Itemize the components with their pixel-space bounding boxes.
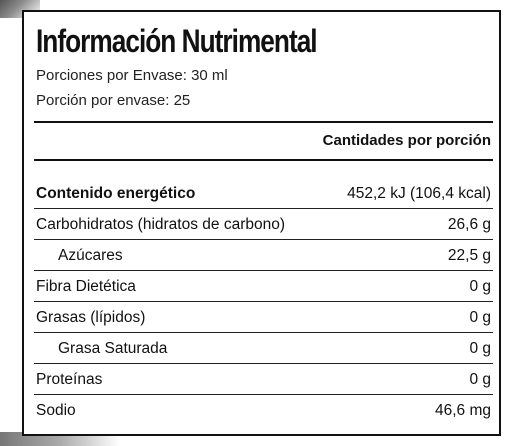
- nutrient-row-sugars: Azúcares 22,5 g: [34, 240, 493, 271]
- nutrient-name: Grasa Saturada: [58, 340, 168, 357]
- nutrient-value: 0 g: [469, 309, 491, 326]
- nutrient-value: 26,6 g: [447, 216, 491, 233]
- nutrient-value: 0 g: [469, 371, 491, 388]
- nutrient-value: 0 g: [469, 340, 491, 357]
- nutrient-name: Sodio: [36, 402, 76, 419]
- nutrient-table: Contenido energético 452,2 kJ (106,4 kca…: [34, 178, 493, 426]
- servings-per-container: Porciones por Envase: 30 ml: [36, 67, 228, 84]
- nutrient-name: Carbohidratos (hidratos de carbono): [36, 216, 285, 233]
- divider-thick-top: [34, 121, 493, 123]
- nutrition-title: Información Nutrimental: [36, 23, 318, 59]
- nutrient-name: Proteínas: [36, 371, 103, 388]
- nutrient-row-fats: Grasas (lípidos) 0 g: [34, 302, 493, 333]
- nutrient-row-energy: Contenido energético 452,2 kJ (106,4 kca…: [34, 178, 493, 209]
- divider-thick-header: [34, 159, 493, 161]
- amounts-per-serving-header: Cantidades por porción: [322, 132, 491, 149]
- nutrient-value: 22,5 g: [447, 247, 491, 264]
- nutrient-row-carbohydrates: Carbohidratos (hidratos de carbono) 26,6…: [34, 209, 493, 240]
- nutrient-name: Contenido energético: [36, 185, 196, 202]
- serving-per-container: Porción por envase: 25: [36, 92, 191, 109]
- nutrient-name: Fibra Dietética: [36, 278, 136, 295]
- nutrient-row-saturated-fat: Grasa Saturada 0 g: [34, 333, 493, 364]
- nutrition-facts-panel: Información Nutrimental Porciones por En…: [22, 10, 501, 436]
- nutrient-row-sodium: Sodio 46,6 mg: [34, 395, 493, 426]
- nutrient-name: Azúcares: [58, 247, 123, 264]
- nutrient-row-protein: Proteínas 0 g: [34, 364, 493, 395]
- nutrient-row-fiber: Fibra Dietética 0 g: [34, 271, 493, 302]
- nutrient-value: 46,6 mg: [434, 402, 491, 419]
- nutrient-value: 0 g: [469, 278, 491, 295]
- nutrient-value: 452,2 kJ (106,4 kcal): [347, 185, 491, 202]
- nutrient-name: Grasas (lípidos): [36, 309, 146, 326]
